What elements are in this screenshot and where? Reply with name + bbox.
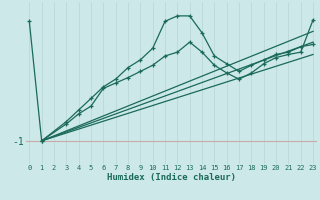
- X-axis label: Humidex (Indice chaleur): Humidex (Indice chaleur): [107, 173, 236, 182]
